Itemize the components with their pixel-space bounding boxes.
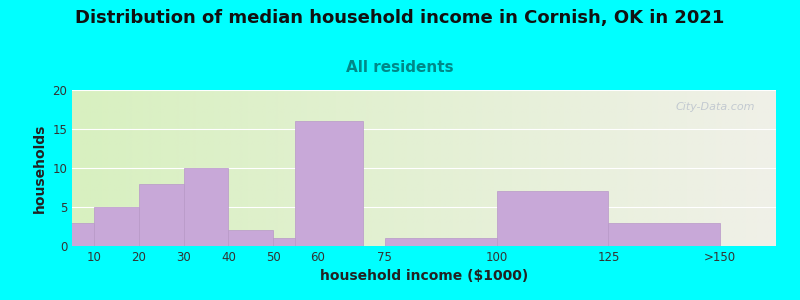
- Bar: [50, 223, 94, 246]
- Bar: [497, 191, 608, 246]
- X-axis label: household income ($1000): household income ($1000): [320, 269, 528, 284]
- Bar: [229, 230, 273, 246]
- Text: Distribution of median household income in Cornish, OK in 2021: Distribution of median household income …: [75, 9, 725, 27]
- Bar: [385, 238, 497, 246]
- Bar: [139, 184, 184, 246]
- Bar: [608, 223, 720, 246]
- Text: All residents: All residents: [346, 60, 454, 75]
- Bar: [295, 121, 362, 246]
- Bar: [273, 238, 318, 246]
- Bar: [184, 168, 229, 246]
- Bar: [94, 207, 139, 246]
- Y-axis label: households: households: [33, 123, 46, 213]
- Text: City-Data.com: City-Data.com: [675, 103, 755, 112]
